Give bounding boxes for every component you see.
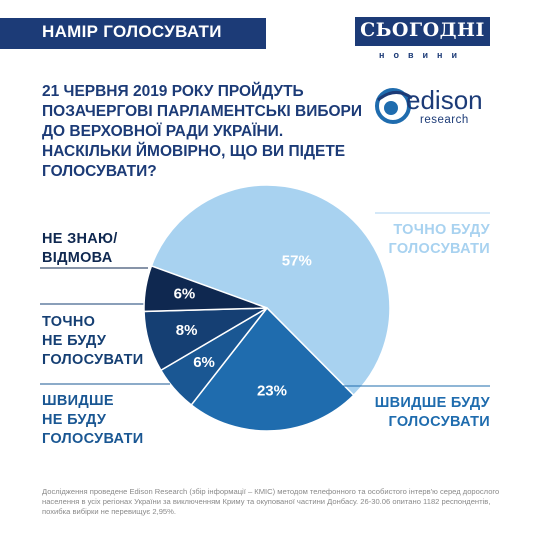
category-label: ШВИДШЕ НЕ БУДУ ГОЛОСУВАТИ	[42, 393, 144, 447]
category-label: ШВИДШЕ БУДУ ГОЛОСУВАТИ	[374, 395, 490, 430]
footnote: Дослідження проведене Edison Research (з…	[42, 487, 500, 516]
pie-slice	[150, 184, 391, 397]
brand-box	[355, 17, 490, 46]
category-label: НЕ ЗНАЮ/ ВІДМОВА	[42, 231, 118, 266]
logo-mark	[375, 88, 413, 124]
logo-ring	[375, 88, 411, 124]
category-label: ТОЧНО БУДУ ГОЛОСУВАТИ	[388, 222, 490, 257]
pie-slice	[190, 306, 355, 432]
category-label: ТОЧНО НЕ БУДУ ГОЛОСУВАТИ	[42, 314, 144, 368]
title: НАМІР ГОЛОСУВАТИ	[42, 22, 222, 41]
pie-slice	[143, 264, 268, 313]
value-label: 6%	[193, 354, 215, 371]
value-label: 6%	[174, 286, 196, 303]
brand-sub: новини	[379, 50, 466, 60]
logo-name: edison	[406, 85, 483, 115]
value-label: 23%	[257, 382, 287, 399]
value-label: 8%	[176, 322, 198, 339]
logo-sub: research	[420, 114, 469, 126]
value-label: 57%	[282, 252, 312, 269]
brand: СЬОГОДНІ	[360, 19, 485, 41]
logo-dot	[384, 101, 398, 115]
logo-swoosh	[377, 91, 413, 102]
chart-title: НАСКІЛЬКИ ЙМОВІРНО, ЩО ВИ ПІДЕТЕ ГОЛОСУВ…	[42, 143, 346, 180]
intro: 21 ЧЕРВНЯ 2019 РОКУ ПРОЙДУТЬ ПОЗАЧЕРГОВІ…	[42, 83, 363, 140]
title-bar	[0, 18, 266, 49]
